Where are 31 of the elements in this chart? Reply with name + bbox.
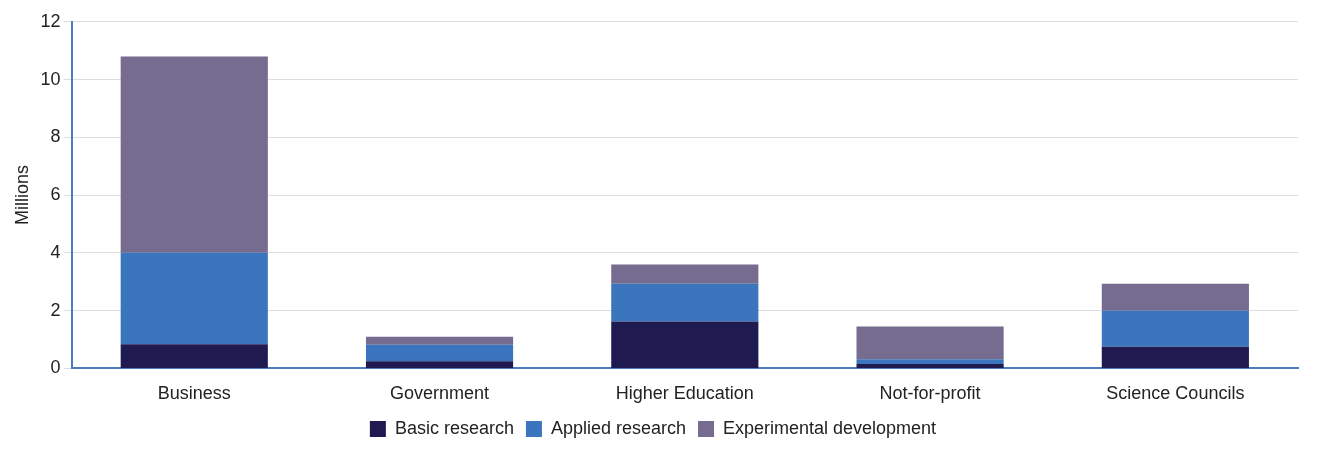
bar [856,326,1004,360]
bar [1101,310,1249,347]
bar [120,344,268,368]
bar [611,283,759,322]
y-tick-label: 10 [40,68,61,89]
y-tick-label: 8 [50,126,61,147]
bar [856,359,1004,365]
y-tick-label: 0 [50,357,61,378]
legend-label: Experimental development [723,417,937,438]
x-tick-label: Science Councils [1106,383,1245,404]
x-tick-label: Government [390,383,490,404]
bar [365,336,514,345]
x-tick-label: Higher Education [615,383,754,404]
bar [120,252,268,345]
bar [611,264,759,284]
bar [856,364,1004,368]
y-axis-title: Millions [11,165,32,226]
y-tick-label: 4 [50,241,61,262]
x-tick-label: Not-for-profit [879,383,981,404]
x-tick-label: Business [157,383,231,404]
legend-label: Applied research [550,417,687,438]
bar [365,361,514,368]
y-tick-label: 2 [50,299,61,320]
bar [1101,346,1249,368]
bar [611,321,759,368]
legend-label: Basic research [394,417,514,438]
y-tick-label: 6 [50,184,61,205]
bar [365,344,514,362]
bar [120,56,268,253]
y-tick-label: 12 [40,10,61,31]
bar [1101,283,1249,311]
